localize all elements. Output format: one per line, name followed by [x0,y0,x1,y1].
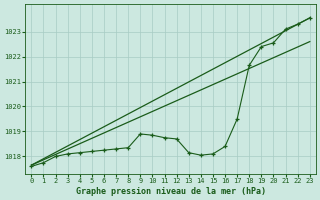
X-axis label: Graphe pression niveau de la mer (hPa): Graphe pression niveau de la mer (hPa) [76,187,266,196]
